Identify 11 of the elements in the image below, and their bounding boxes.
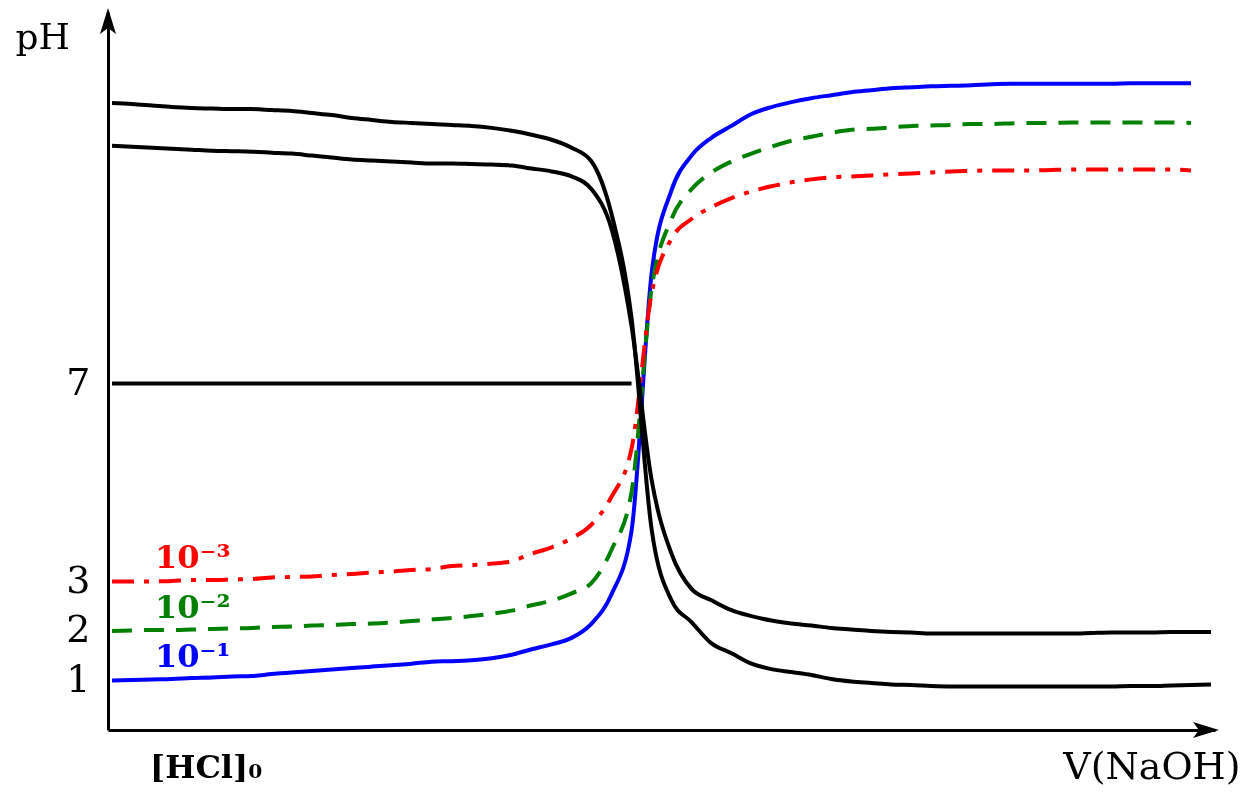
y-tick-label: 1 bbox=[66, 656, 91, 701]
series-label: 10⁻³ bbox=[155, 538, 231, 577]
series-label: 10⁻² bbox=[155, 587, 231, 626]
text: [HCl]₀ bbox=[150, 748, 263, 786]
line-series bbox=[110, 167, 1194, 584]
y-axis-title: pH bbox=[15, 15, 70, 57]
y-tick-label: 7 bbox=[66, 359, 91, 404]
y-tick-label: 3 bbox=[66, 557, 91, 602]
y-tick-label: 2 bbox=[66, 607, 91, 652]
series-label: 10⁻¹ bbox=[155, 637, 231, 676]
x-axis-title: V(NaOH) bbox=[1062, 743, 1241, 788]
